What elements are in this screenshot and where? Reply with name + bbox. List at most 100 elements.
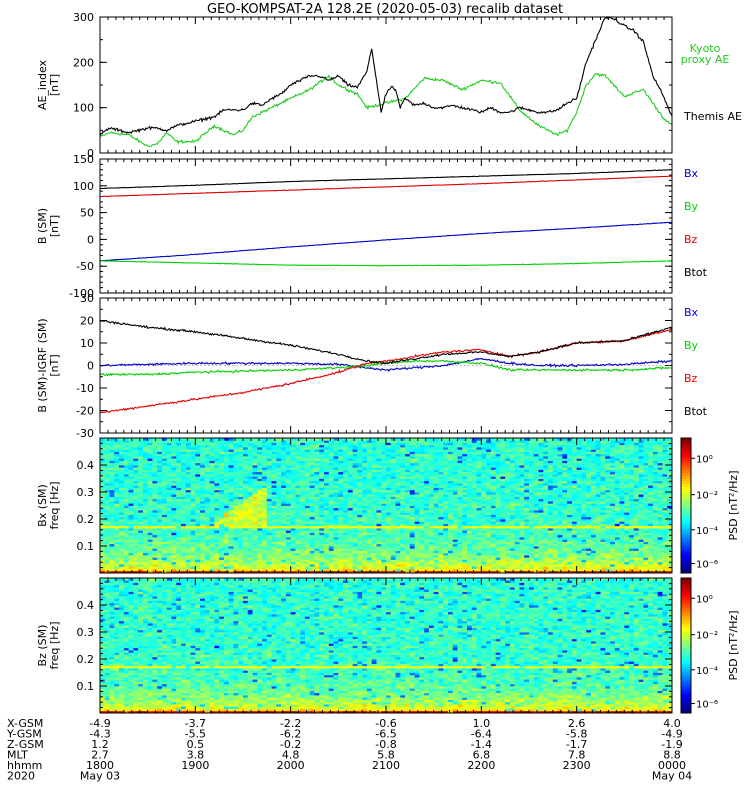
bx-spec-panel-cell bbox=[319, 510, 325, 513]
bx-spec-panel-cell bbox=[114, 447, 120, 450]
bx-spec-panel-cell bbox=[352, 552, 358, 556]
bx-spec-panel-cell bbox=[147, 507, 153, 511]
bx-spec-panel-cell bbox=[304, 541, 311, 545]
bx-spec-panel-cell bbox=[347, 492, 354, 495]
bx-spec-panel-cell bbox=[223, 494, 230, 497]
bx-spec-panel-cell bbox=[128, 516, 134, 520]
bx-spec-panel-cell bbox=[400, 467, 406, 470]
bx-spec-panel-cell bbox=[257, 530, 263, 533]
bx-spec-panel-cell bbox=[228, 469, 234, 473]
bx-spec-panel-cell bbox=[104, 453, 110, 457]
bx-spec-panel-cell bbox=[219, 503, 225, 506]
bx-spec-panel-cell bbox=[304, 440, 311, 443]
bx-spec-panel-cell bbox=[138, 505, 144, 509]
bx-spec-panel-cell bbox=[290, 480, 296, 484]
bx-spec-panel-cell bbox=[314, 453, 320, 457]
bx-spec-panel-cell bbox=[152, 559, 158, 563]
bx-spec-panel-cell bbox=[247, 480, 253, 484]
bx-spec-panel-cell bbox=[295, 438, 301, 441]
bx-spec-panel-cell bbox=[352, 458, 358, 461]
bx-spec-panel-cell bbox=[285, 467, 292, 470]
bx-spec-panel-cell bbox=[171, 492, 177, 495]
bx-spec-panel-cell bbox=[428, 570, 435, 574]
bx-spec-panel-cell bbox=[304, 512, 311, 515]
bx-spec-panel-cell bbox=[314, 456, 320, 459]
bx-spec-panel-cell bbox=[138, 548, 144, 551]
bx-spec-panel-cell bbox=[214, 516, 220, 520]
bx-spec-panel-cell bbox=[243, 467, 249, 470]
bx-spec-panel-cell bbox=[152, 476, 158, 479]
bx-spec-panel-cell bbox=[219, 442, 225, 446]
bx-spec-panel-cell bbox=[309, 537, 315, 540]
bx-spec-panel-cell bbox=[228, 447, 234, 450]
bx-spec-panel-cell bbox=[219, 494, 225, 497]
bx-spec-panel-cell bbox=[204, 444, 211, 448]
bx-spec-panel-cell bbox=[400, 501, 406, 504]
bx-spec-panel-cell bbox=[390, 465, 396, 468]
bx-spec-panel-cell bbox=[366, 555, 373, 558]
bx-spec-panel-cell bbox=[295, 456, 301, 459]
bx-spec-panel-cell bbox=[161, 539, 168, 542]
bx-spec-panel-cell bbox=[266, 564, 272, 567]
bx-spec-panel-cell bbox=[109, 539, 115, 542]
bx-spec-panel-cell bbox=[366, 550, 373, 554]
bx-spec-panel-cell bbox=[157, 528, 163, 531]
bx-spec-panel-cell bbox=[204, 523, 211, 527]
bx-spec-panel-cell bbox=[285, 530, 292, 533]
bx-spec-panel-cell bbox=[252, 469, 258, 473]
bx-spec-panel-cell bbox=[152, 449, 158, 452]
bx-spec-panel-cell bbox=[243, 480, 249, 484]
bx-spec-panel-cell bbox=[152, 485, 158, 488]
bx-spec-panel-cell bbox=[433, 458, 439, 461]
bx-spec-panel-cell bbox=[181, 570, 187, 574]
bx-spec-panel-cell bbox=[185, 480, 191, 484]
bx-spec-panel-cell bbox=[209, 449, 215, 452]
bx-spec-panel-cell bbox=[324, 476, 330, 479]
bx-spec-panel-cell bbox=[223, 460, 230, 464]
bx-spec-panel-cell bbox=[338, 537, 344, 540]
bx-spec-panel-cell bbox=[233, 516, 239, 520]
bx-spec-panel-cell bbox=[347, 519, 354, 522]
bx-spec-panel-cell bbox=[314, 505, 320, 509]
bx-spec-panel-cell bbox=[100, 476, 106, 479]
bx-spec-panel-cell bbox=[443, 516, 449, 520]
bx-spec-panel-cell bbox=[285, 555, 292, 558]
bx-spec-panel-cell bbox=[138, 532, 144, 536]
bx-spec-panel-cell bbox=[152, 498, 158, 502]
bx-spec-panel-cell bbox=[176, 447, 182, 450]
bx-spec-panel-cell bbox=[100, 460, 106, 464]
bx-spec-panel-cell bbox=[266, 568, 272, 572]
bx-spec-panel-cell bbox=[371, 521, 377, 524]
bx-spec-panel-cell bbox=[219, 561, 225, 565]
bx-spec-panel-cell bbox=[100, 492, 106, 495]
bx-spec-panel-cell bbox=[438, 471, 444, 475]
bx-spec-panel-cell bbox=[223, 476, 230, 479]
bx-spec-panel-cell bbox=[209, 510, 215, 513]
bx-spec-panel-cell bbox=[142, 507, 149, 511]
bx-spec-panel-cell bbox=[428, 507, 435, 511]
bx-spec-panel-cell bbox=[190, 496, 196, 500]
bx-spec-panel-cell bbox=[362, 552, 368, 556]
bx-spec-panel-cell bbox=[200, 465, 206, 468]
bx-spec-panel-cell bbox=[257, 480, 263, 484]
bx-spec-panel-cell bbox=[200, 451, 206, 455]
bx-spec-panel-cell bbox=[300, 561, 306, 565]
bx-spec-panel-cell bbox=[333, 541, 339, 545]
bx-spec-panel-cell bbox=[262, 534, 268, 538]
bx-spec-panel-cell bbox=[333, 552, 339, 556]
bx-spec-panel-cell bbox=[424, 503, 430, 506]
bx-spec-panel-cell bbox=[438, 449, 444, 452]
bx-spec-panel-cell bbox=[176, 496, 182, 500]
bx-spec-panel-cell bbox=[266, 559, 272, 563]
bx-spec-panel-cell bbox=[152, 510, 158, 513]
bx-spec-panel-cell bbox=[185, 467, 191, 470]
ae-panel-ytick-label: 0 bbox=[87, 147, 94, 160]
bx-spec-panel-cell bbox=[219, 501, 225, 504]
bx-spec-panel-cell bbox=[119, 449, 125, 452]
bx-spec-panel-cell bbox=[338, 462, 344, 466]
bx-spec-panel-cell bbox=[247, 516, 253, 520]
bx-spec-panel-cell bbox=[285, 498, 292, 502]
bx-spec-panel-cell bbox=[285, 462, 292, 466]
bx-spec-panel-cell bbox=[133, 498, 139, 502]
bx-spec-panel-cell bbox=[128, 537, 134, 540]
